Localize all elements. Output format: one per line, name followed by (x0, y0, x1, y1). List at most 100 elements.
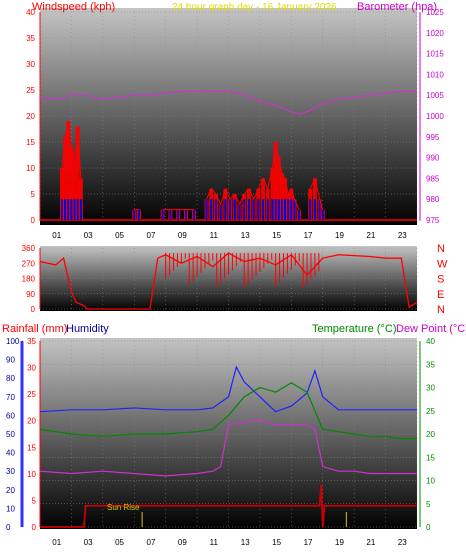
temp-ytick-label: 25 (426, 407, 435, 416)
wind-gust-bar (59, 168, 64, 220)
wind-gust-line (206, 141, 300, 210)
wind-avg-bar (219, 204, 222, 220)
wind-avg-bar (169, 209, 172, 220)
baro-ytick-label: 985 (426, 174, 440, 183)
temp-xtick-label: 23 (398, 538, 407, 547)
baro-ytick-label: 1015 (426, 50, 444, 59)
wind-avg-bar (313, 199, 316, 220)
humidity-ytick-label: 30 (6, 467, 15, 476)
wind-xtick-label: 17 (304, 231, 313, 240)
wind-avg-bar (238, 204, 241, 220)
wind-xtick-label: 23 (398, 231, 407, 240)
wind-gust-bar (66, 121, 71, 220)
wind-avg-bar (73, 199, 76, 220)
humidity-ytick-label: 10 (6, 504, 15, 513)
wind-ytick-label: 5 (31, 190, 36, 199)
dir-ytick-label: 90 (26, 290, 35, 299)
wind-xtick-label: 15 (272, 231, 281, 240)
baro-ytick-label: 975 (426, 216, 440, 225)
humidity-axis-label: Humidity (66, 323, 109, 335)
wind-avg-bar (185, 209, 188, 220)
wind-xtick-label: 21 (366, 231, 375, 240)
humidity-ytick-label: 0 (6, 523, 11, 532)
temp-xtick-label: 03 (84, 538, 93, 547)
windspeed-axis-label: Windspeed (kph) (32, 1, 115, 13)
rain-ytick-label: 0 (32, 523, 37, 532)
sunrise-label: Sun Rise (107, 503, 140, 512)
rain-ytick-label: 30 (27, 364, 36, 373)
temp-xtick-label: 07 (147, 538, 156, 547)
wind-ytick-label: 35 (26, 34, 35, 43)
wind-avg-bar (257, 199, 260, 220)
rainfall-line (40, 484, 417, 528)
wind-ytick-label: 15 (26, 138, 35, 147)
humidity-ytick-label: 50 (6, 430, 15, 439)
wind-avg-bar (277, 199, 280, 220)
wind-avg-bar (262, 199, 265, 220)
barometer-axis-label: Barometer (hpa) (357, 1, 437, 13)
rain-ytick-label: 10 (27, 470, 36, 479)
wind-xtick-label: 13 (241, 231, 250, 240)
rain-ytick-label: 25 (27, 390, 36, 399)
wind-gust-bar (69, 147, 74, 220)
temperature-axis-label: Temperature (°C) (312, 323, 396, 335)
wind-gust-bar (279, 173, 284, 220)
temp-xtick-label: 17 (304, 538, 313, 547)
wind-avg-bar (271, 199, 274, 220)
wind-avg-bar (67, 199, 70, 220)
wind-gust-bar (63, 136, 68, 220)
rain-ytick-label: 15 (27, 443, 36, 452)
wind-ytick-label: 25 (26, 86, 35, 95)
temperature-line (39, 382, 417, 440)
wind-ytick-label: 40 (26, 8, 35, 17)
dir-ytick-label: 360 (22, 244, 36, 253)
baro-line (39, 90, 417, 115)
wind-xtick-label: 01 (52, 231, 61, 240)
temp-xtick-label: 19 (335, 538, 344, 547)
wind-ytick-label: 30 (26, 60, 35, 69)
dew_point-line (39, 419, 417, 477)
wind-avg-bar (266, 199, 269, 220)
wind-gust-bar (72, 157, 77, 220)
dir-compass-letter: N (437, 304, 445, 316)
wind-gust-bar (75, 126, 80, 220)
baro-ytick-label: 1025 (426, 8, 444, 17)
wind-avg-bar (233, 199, 236, 220)
dir-ytick-label: 180 (22, 275, 36, 284)
humidity-ytick-label: 40 (6, 449, 15, 458)
humidity-ytick-label: 20 (6, 486, 15, 495)
wind-avg-bar (214, 199, 217, 220)
temp-ytick-label: 35 (426, 360, 435, 369)
wind-xtick-label: 05 (115, 231, 124, 240)
wind-avg-bar (79, 199, 82, 220)
temp-xtick-label: 09 (178, 538, 187, 547)
wind-gust-bar (273, 142, 278, 220)
wind-avg-bar (229, 199, 232, 220)
humidity-ytick-label: 90 (6, 356, 15, 365)
temp-ytick-label: 40 (426, 337, 435, 346)
dir-compass-letter: S (437, 274, 444, 286)
wind-avg-bar (298, 209, 301, 220)
wind-xtick-label: 03 (84, 231, 93, 240)
temp-xtick-label: 05 (115, 538, 124, 547)
wind-gust-line (309, 176, 324, 210)
wind-avg-bar (321, 209, 324, 220)
rain-ytick-label: 5 (32, 496, 37, 505)
wind-avg-bar (293, 199, 296, 220)
temp-ytick-label: 20 (426, 430, 435, 439)
dir-ytick-label: 270 (22, 259, 36, 268)
wind-avg-bar (60, 199, 63, 220)
wind-xtick-label: 07 (147, 231, 156, 240)
baro-ytick-label: 995 (426, 133, 440, 142)
temp-ytick-label: 5 (426, 500, 431, 509)
wind-avg-bar (137, 209, 140, 220)
temp-xtick-label: 15 (272, 538, 281, 547)
dewpoint-axis-label: Dew Point (°C) (396, 323, 466, 335)
wind-avg-bar (133, 209, 136, 220)
baro-ytick-label: 1000 (426, 112, 444, 121)
wind-avg-bar (243, 199, 246, 220)
wind-avg-bar (280, 199, 283, 220)
wind-gust-line (61, 121, 82, 179)
temp-ytick-label: 10 (426, 477, 435, 486)
